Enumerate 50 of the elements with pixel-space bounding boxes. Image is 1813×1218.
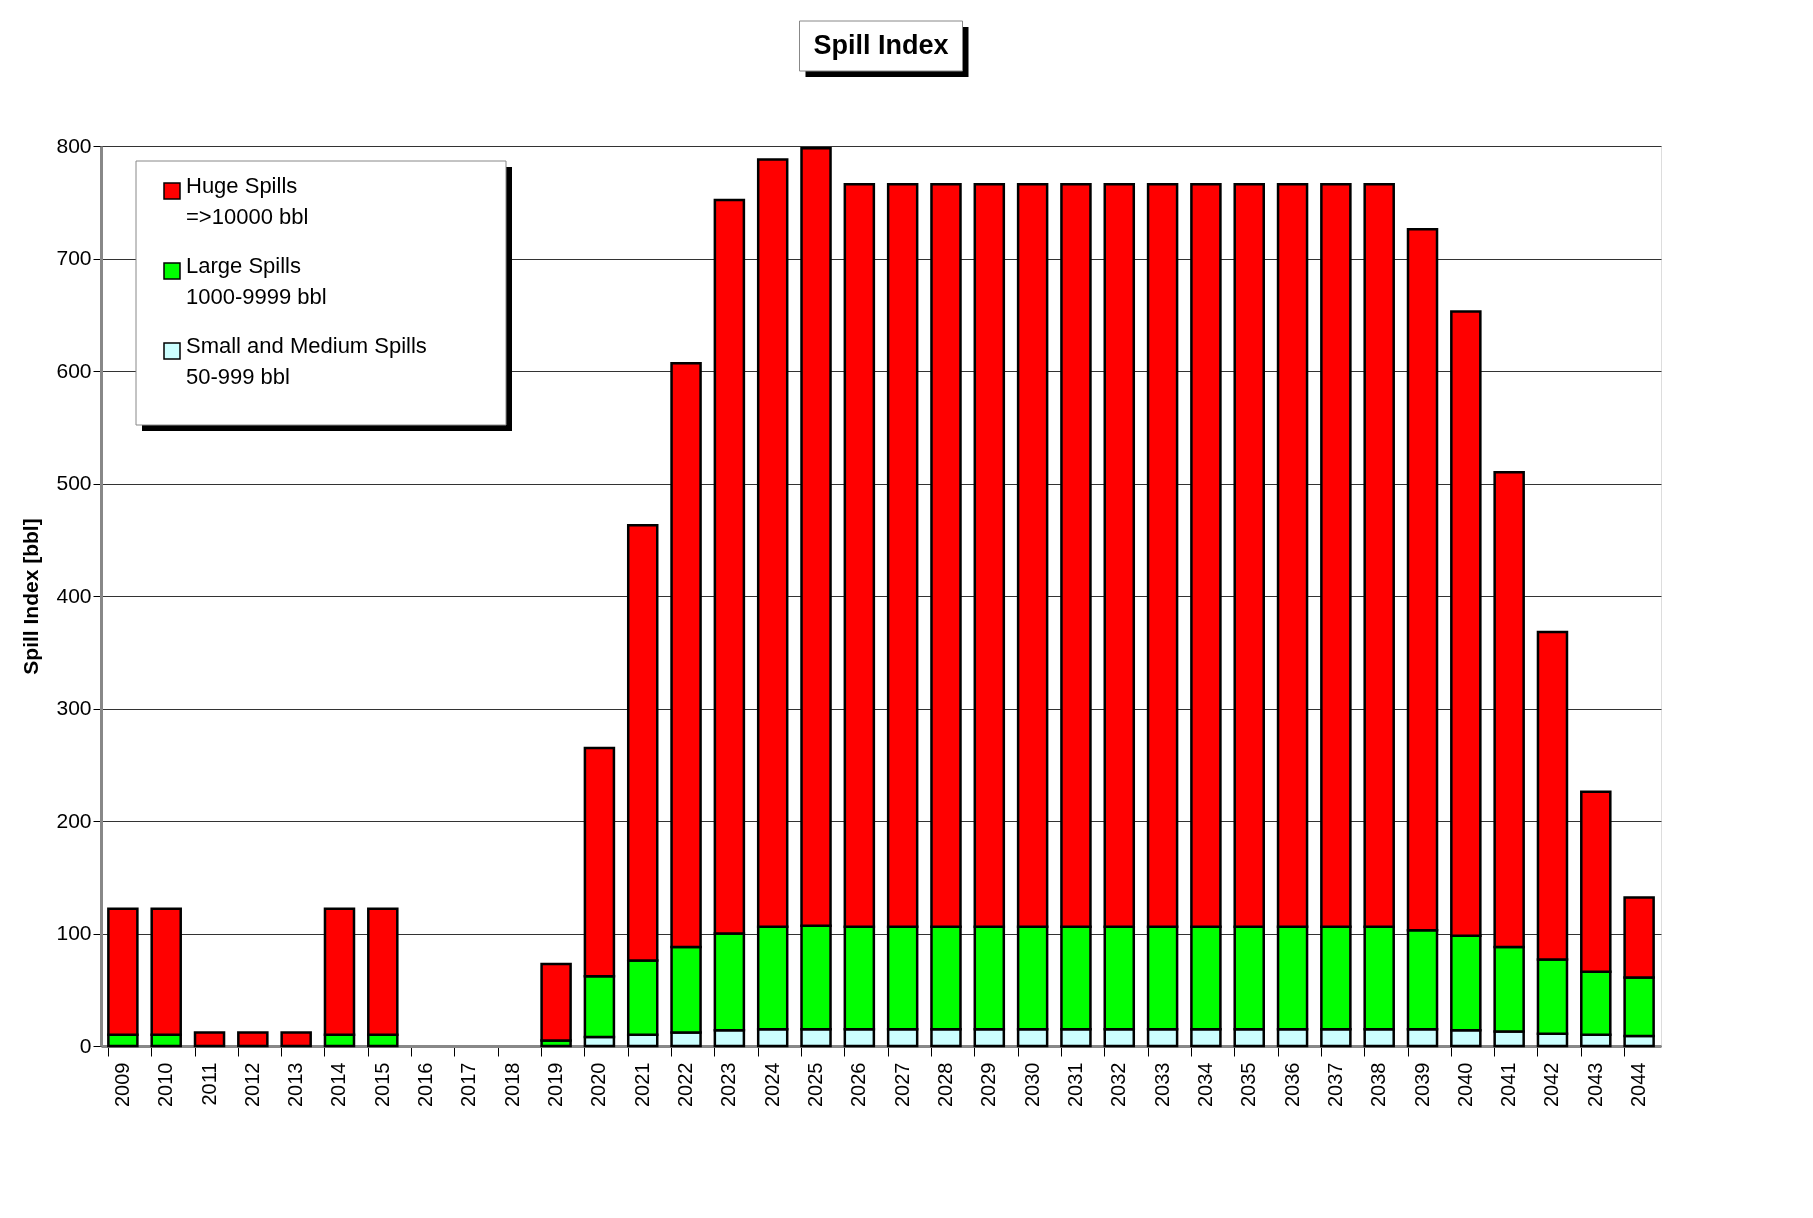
x-tick-label: 2032	[1107, 1062, 1130, 1107]
x-tick-label: 2011	[197, 1062, 220, 1106]
x-tick-label: 2015	[370, 1062, 393, 1107]
x-tick-label: 2022	[674, 1062, 697, 1107]
x-tick-label: 2027	[890, 1062, 913, 1107]
x-tick-label: 2030	[1020, 1062, 1043, 1107]
x-tick-label: 2029	[977, 1062, 1000, 1107]
x-tick-label: 2034	[1193, 1062, 1216, 1107]
x-tick-label: 2037	[1323, 1062, 1346, 1107]
x-tick-label: 2021	[630, 1062, 653, 1107]
legend-label: Huge Spills =>10000 bbl	[186, 173, 309, 229]
x-tick-label: 2009	[110, 1062, 133, 1107]
x-tick-label: 2039	[1410, 1062, 1433, 1107]
x-tick-label: 2014	[327, 1062, 350, 1107]
x-tick-label: 2035	[1237, 1062, 1260, 1107]
chart-title: Spill Index	[813, 30, 949, 60]
x-tick-label: 2010	[154, 1062, 177, 1107]
y-tick-label: 500	[56, 471, 92, 494]
y-tick-label: 800	[56, 133, 92, 157]
x-tick-label: 2016	[414, 1062, 437, 1107]
y-tick-label: 100	[56, 921, 92, 944]
x-tick-label: 2040	[1453, 1062, 1476, 1107]
x-tick-label: 2012	[240, 1062, 263, 1107]
y-axis-title: Spill Index [bbl]	[19, 518, 43, 675]
x-tick-label: 2041	[1497, 1062, 1520, 1107]
x-tick-label: 2013	[284, 1062, 307, 1107]
x-tick-label: 2042	[1540, 1062, 1563, 1107]
x-tick-label: 2044	[1627, 1062, 1650, 1107]
y-tick-label: 400	[56, 583, 92, 607]
y-tick-label: 0	[79, 1033, 92, 1057]
y-tick-label: 300	[56, 696, 92, 719]
x-tick-label: 2043	[1583, 1062, 1606, 1107]
x-tick-label: 2036	[1280, 1062, 1303, 1107]
x-tick-label: 2025	[804, 1062, 827, 1107]
x-tick-label: 2028	[933, 1062, 956, 1107]
x-tick-label: 2024	[760, 1062, 783, 1107]
x-tick-label: 2017	[457, 1062, 480, 1107]
x-tick-label: 2023	[717, 1062, 740, 1107]
x-tick-label: 2038	[1367, 1062, 1390, 1107]
x-tick-label: 2018	[500, 1062, 523, 1107]
legend-label: Large Spills 1000-9999 bbl	[186, 253, 327, 309]
x-tick-label: 2020	[587, 1062, 610, 1107]
x-tick-label: 2033	[1150, 1062, 1173, 1107]
y-tick-label: 600	[56, 358, 92, 382]
y-tick-label: 700	[56, 246, 92, 269]
legend-label: Small and Medium Spills 50-999 bbl	[186, 333, 427, 389]
y-tick-label: 200	[56, 808, 92, 832]
x-tick-label: 2031	[1063, 1062, 1086, 1107]
x-tick-label: 2019	[544, 1062, 567, 1107]
x-tick-label: 2026	[847, 1062, 870, 1107]
